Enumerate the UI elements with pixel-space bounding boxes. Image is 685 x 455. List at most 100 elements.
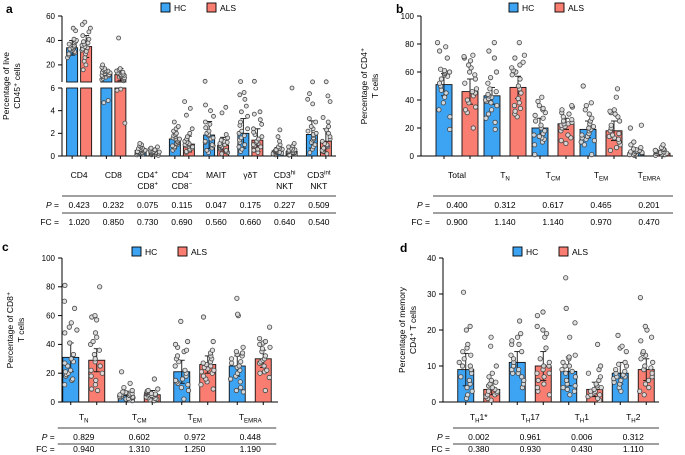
category-label: CD8 (105, 170, 122, 180)
data-point (198, 382, 204, 388)
p-value: 0.602 (129, 432, 151, 442)
data-point (251, 78, 257, 84)
data-point (531, 132, 537, 138)
data-point (572, 320, 578, 326)
data-point (473, 86, 480, 92)
data-point (463, 327, 470, 333)
data-point (470, 52, 476, 58)
data-point (238, 359, 244, 365)
data-point (582, 107, 588, 113)
legend-label-als: ALS (220, 3, 236, 13)
data-point (609, 132, 616, 138)
panel-c: c HC ALS 0 20 40 60 80 100 Percentage of CD8⁺ T ce… (0, 230, 343, 455)
data-point (572, 352, 578, 358)
data-point (442, 94, 448, 100)
data-point (590, 124, 597, 130)
category-label: TH1* (470, 412, 488, 425)
panel-d-chart: d HC ALS 0 10 20 30 40 Percentage of memory CD4⁺ … (397, 241, 659, 454)
data-point (467, 323, 473, 330)
data-point (266, 324, 273, 330)
data-point (233, 387, 239, 394)
data-point (325, 119, 331, 125)
data-point (223, 132, 229, 137)
data-point (434, 39, 441, 46)
data-point (593, 381, 599, 387)
data-point (567, 392, 573, 398)
data-point (117, 66, 123, 71)
data-point (255, 136, 261, 142)
data-point (491, 39, 497, 46)
data-point (238, 385, 244, 391)
category-label: CD3int (307, 170, 331, 180)
bar (66, 87, 79, 157)
data-point (210, 386, 216, 392)
data-point (486, 48, 492, 54)
fc-row-label: FC = (40, 217, 59, 227)
points-hc (456, 275, 630, 401)
data-point (443, 90, 449, 96)
data-point (488, 100, 494, 106)
y-tick-label: 20 (46, 61, 55, 70)
data-point (437, 48, 443, 54)
legend-label-als: ALS (191, 247, 207, 257)
data-point (326, 124, 332, 129)
data-point (648, 365, 654, 371)
data-point (456, 359, 462, 365)
data-point (642, 323, 648, 330)
data-point (493, 379, 499, 385)
data-point (466, 377, 473, 383)
y-axis-title-line: T cells (16, 318, 26, 342)
data-point (488, 377, 494, 383)
p-value: 0.312 (494, 200, 516, 210)
data-point (92, 313, 98, 319)
data-point (80, 67, 86, 73)
data-point (467, 58, 474, 64)
data-point (510, 356, 517, 362)
p-value: 0.175 (240, 200, 262, 210)
fc-value: 0.970 (590, 217, 612, 227)
data-point (183, 347, 190, 353)
data-point (95, 387, 101, 394)
data-point (257, 109, 263, 115)
data-point (187, 106, 193, 111)
category-label: TEMRA (638, 170, 662, 183)
points-als (88, 284, 273, 404)
fc-row-label: FC = (431, 444, 450, 454)
data-point (257, 117, 263, 123)
data-point (583, 103, 589, 109)
data-point (172, 341, 179, 348)
data-point (512, 55, 518, 61)
data-point (200, 373, 207, 379)
data-point (637, 295, 643, 301)
p-value: 0.002 (468, 432, 490, 442)
data-point (291, 141, 297, 146)
data-point (259, 346, 265, 352)
data-point (203, 125, 209, 131)
data-point (645, 377, 652, 383)
data-point (519, 374, 525, 380)
data-point (209, 347, 215, 353)
data-point (538, 122, 544, 128)
data-point (242, 96, 248, 102)
data-point (580, 83, 586, 89)
p-value: 0.075 (137, 200, 159, 210)
data-point (566, 111, 572, 117)
data-point (324, 127, 329, 133)
y-tick-label: 10 (427, 362, 436, 371)
y-tick-label: 20 (405, 124, 414, 133)
data-point (182, 99, 188, 104)
data-point (489, 370, 495, 376)
data-point (116, 35, 121, 41)
legend-swatch-hc (508, 2, 519, 13)
category-label: TEM (594, 170, 608, 183)
category-label: CD4 (71, 170, 88, 180)
category-label: NKT (276, 181, 293, 191)
data-point (598, 385, 604, 391)
data-point (569, 117, 575, 123)
legend-swatch-als (206, 2, 217, 13)
data-point (100, 62, 105, 68)
data-point (137, 141, 143, 146)
panel-d-letter: d (400, 241, 407, 255)
data-point (266, 374, 272, 381)
data-point (237, 92, 243, 98)
